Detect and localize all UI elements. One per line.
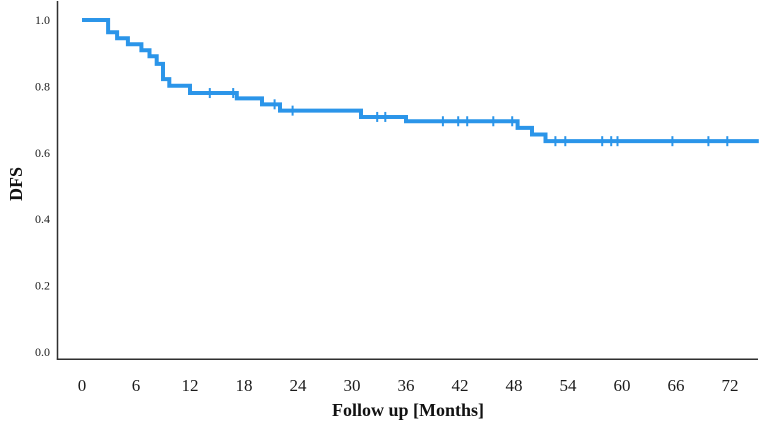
y-tick-label: 0.6 <box>35 146 50 160</box>
y-tick-label: 0.0 <box>35 345 50 359</box>
y-tick-label: 1.0 <box>35 13 50 27</box>
x-tick-label: 12 <box>182 376 199 395</box>
x-tick-label: 24 <box>290 376 308 395</box>
y-tick-label: 0.4 <box>35 212 50 226</box>
y-tick-label: 0.2 <box>35 279 50 293</box>
y-axis-title: DFS <box>6 167 26 201</box>
survival-curve <box>82 18 759 144</box>
x-tick-label: 0 <box>78 376 87 395</box>
x-tick-label: 66 <box>668 376 685 395</box>
x-tick-label: 54 <box>560 376 578 395</box>
x-tick-label: 6 <box>132 376 141 395</box>
x-tick-label: 42 <box>452 376 469 395</box>
x-tick-label: 18 <box>236 376 253 395</box>
x-axis-title: Follow up [Months] <box>332 400 484 420</box>
x-tick-label: 72 <box>722 376 739 395</box>
chart-generated-layer: 0.0 0.2 0.4 0.6 0.8 1.0 0 6 12 18 24 30 36 42 48 54 60 66… <box>35 1 759 395</box>
y-tick-label: 0.8 <box>35 79 50 93</box>
x-tick-label: 48 <box>506 376 523 395</box>
x-tick-label: 30 <box>344 376 361 395</box>
x-tick-label: 60 <box>614 376 631 395</box>
x-tick-label: 36 <box>398 376 415 395</box>
